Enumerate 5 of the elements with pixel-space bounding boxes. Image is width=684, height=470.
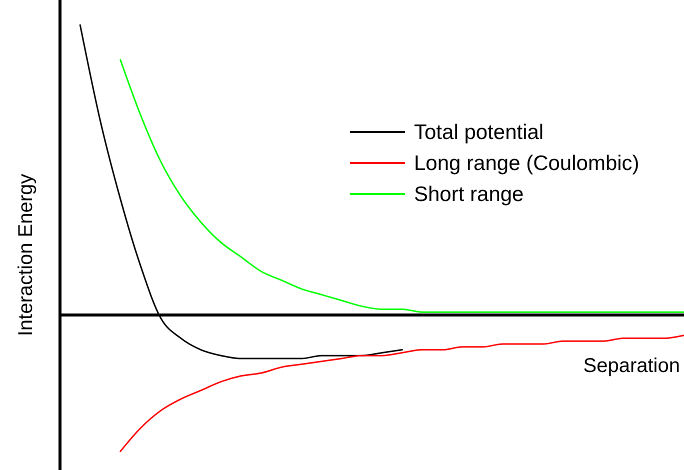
- y-axis-title: Interaction Energy: [15, 174, 37, 336]
- x-axis-title: Separation: [583, 355, 680, 377]
- legend-label: Short range: [414, 183, 524, 206]
- legend-label: Total potential: [414, 121, 544, 144]
- legend-label: Long range (Coulombic): [414, 152, 640, 175]
